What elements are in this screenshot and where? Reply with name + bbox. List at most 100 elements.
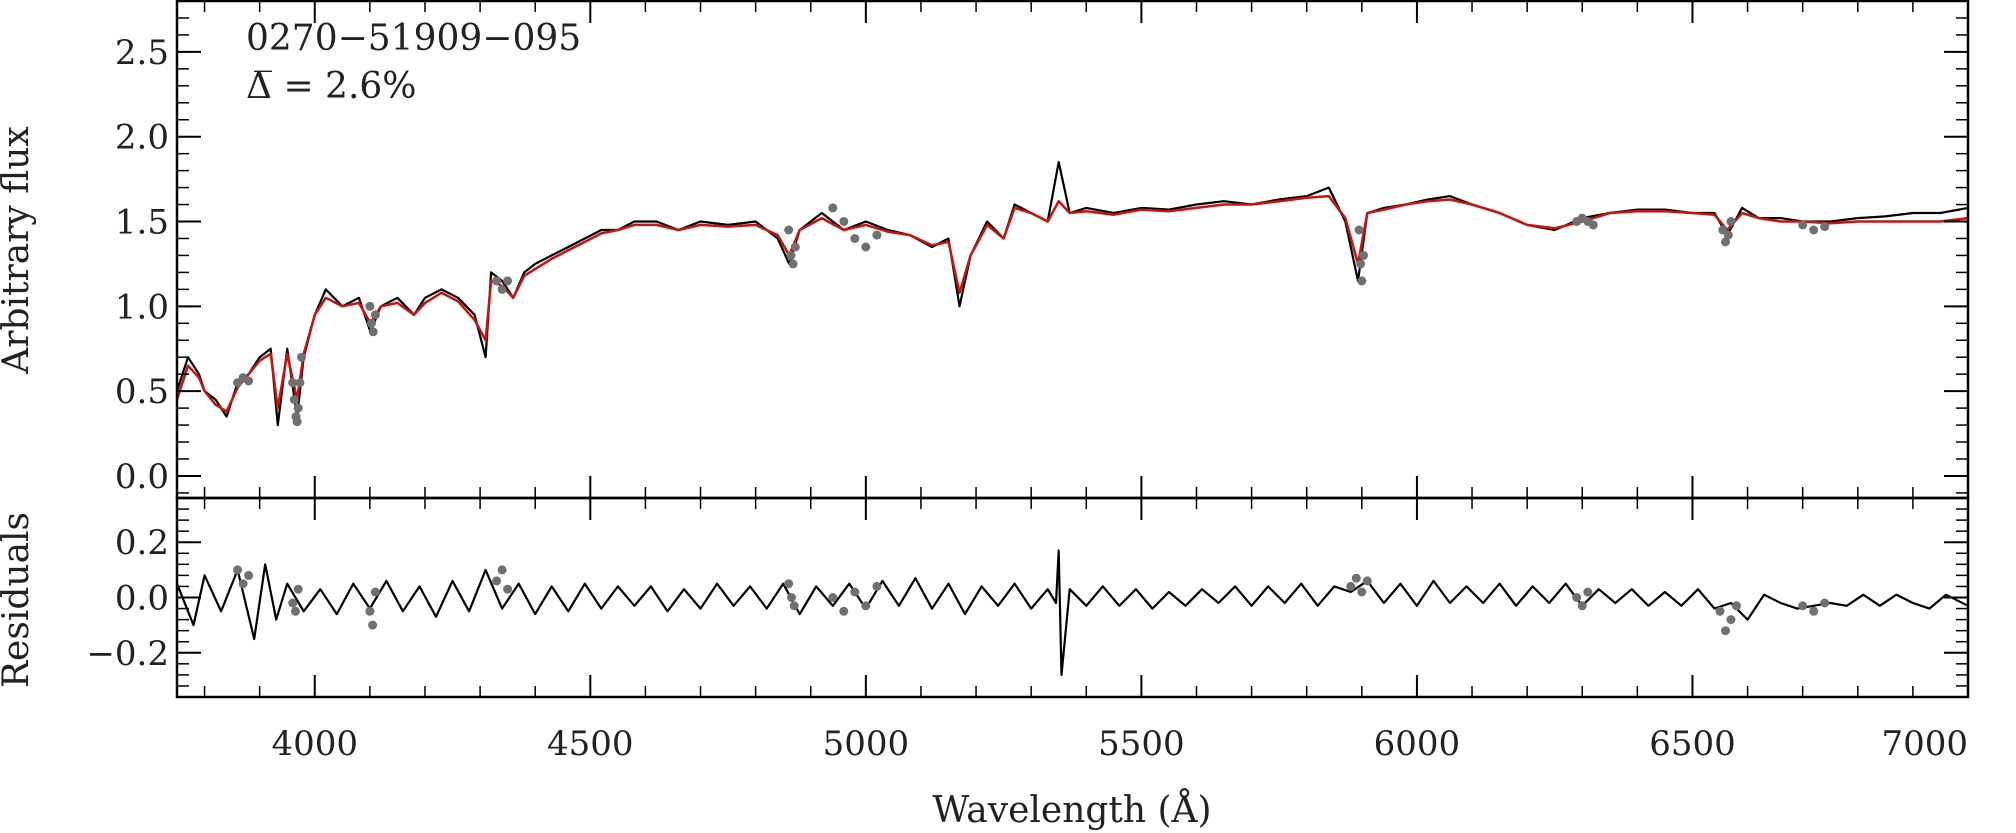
top-masked-point [839,217,849,226]
top-masked-point [295,378,305,388]
bottom-masked-point [370,587,380,597]
top-masked-point [244,376,254,386]
top-y-tick-label: 1.0 [115,287,169,327]
top-masked-point [289,395,299,405]
bottom-masked-point [1798,601,1808,611]
bottom-masked-point [244,570,254,580]
bottom-masked-point [492,576,502,586]
top-masked-point [288,378,298,388]
top-y-tick-label: 0.0 [115,457,169,497]
bottom-masked-point [1583,587,1593,597]
object-id-annotation: 0270−51909−095 [246,18,581,59]
bottom-masked-point [365,606,375,616]
bottom-masked-point [1362,576,1372,586]
top-masked-point [784,225,794,235]
top-masked-point [368,327,378,337]
top-panel: 0.0 0.5 1.0 1.5 2.0 2.5 0270−51909−095 Δ̅ = 2… [0,0,1970,500]
top-masked-point [861,242,871,252]
top-y-tick-label: 2.5 [115,33,169,73]
bottom-masked-point [861,601,871,611]
bottom-masked-point [839,606,849,616]
flux-axis-title: Arbitrary flux [0,126,37,374]
top-masked-point [850,234,860,243]
x-tick-label: 7000 [1881,724,1968,764]
top-masked-point [1820,222,1830,232]
bottom-masked-point [503,584,513,594]
top-masked-point [370,310,380,320]
top-panel-data [175,161,1969,427]
bottom-masked-point [1732,601,1741,611]
bottom-masked-point [850,587,860,597]
residuals-axis-title: Residuals [0,512,37,688]
top-masked-point [1354,225,1364,235]
top-masked-point [497,284,507,294]
top-masked-point [790,242,800,252]
x-tick-label: 5000 [823,724,910,764]
x-tick-label: 6500 [1649,724,1736,764]
top-masked-point [1809,225,1819,235]
top-masked-point [828,203,838,213]
bottom-masked-point [1357,587,1367,597]
top-masked-point [1357,276,1367,286]
bottom-masked-point [1809,606,1819,616]
bottom-panel: 0.2 0.0 −0.2 Residuals [0,496,1970,699]
top-masked-point [1726,217,1736,226]
top-masked-point [293,403,303,413]
bottom-masked-point [1572,593,1582,602]
wavelength-axis-title: Wavelength (Å) [932,789,1211,831]
bottom-y-tick-label: −0.2 [86,634,169,674]
x-tick-label: 5500 [1098,724,1185,764]
bottom-masked-point [1346,581,1356,591]
x-tick-label: 4500 [547,724,634,764]
bottom-masked-point [1721,626,1730,636]
top-panel-ticks: 0.0 0.5 1.0 1.5 2.0 2.5 [115,1,1969,498]
bottom-masked-point [828,593,838,602]
mean-delta-annotation: Δ̅ = 2.6% [246,66,417,107]
bottom-masked-point [1820,598,1830,608]
bottom-masked-point [368,620,378,630]
top-y-tick-label: 0.5 [115,372,169,412]
bottom-masked-point [1726,615,1736,625]
x-tick-labels: 4000 4500 5000 5500 6000 6500 7000 [272,724,1968,764]
bottom-masked-point [784,579,794,589]
top-y-tick-label: 1.5 [115,203,169,243]
top-masked-point [365,301,375,311]
bottom-masked-point [1715,606,1725,616]
top-masked-point [1588,220,1598,230]
top-masked-point [1359,250,1368,260]
top-masked-point [788,259,798,269]
top-masked-point [786,250,796,260]
bottom-masked-point [291,606,300,616]
bottom-masked-point [872,581,882,591]
bottom-masked-point [238,579,248,589]
top-masked-point [1798,220,1808,230]
bottom-masked-point [787,593,796,602]
bottom-masked-point [288,598,298,608]
top-masked-point [297,352,306,362]
bottom-masked-point [293,584,303,594]
top-masked-point [872,230,882,240]
x-tick-label: 4000 [272,724,359,764]
bottom-masked-point [789,601,799,611]
top-masked-point [367,318,376,328]
bottom-panel-ticks: 0.2 0.0 −0.2 [86,497,1969,698]
bottom-masked-point [1577,601,1587,611]
bottom-y-tick-label: 0.2 [115,523,169,563]
top-masked-point [1356,259,1366,269]
residuals-line [175,549,1969,676]
top-masked-point [1721,237,1730,247]
top-y-tick-label: 2.0 [115,118,169,158]
bottom-y-tick-label: 0.0 [115,579,169,619]
top-masked-point [503,276,513,286]
bottom-masked-point [233,565,243,575]
x-tick-label: 6000 [1374,724,1461,764]
model-fit-line [175,194,1969,413]
top-masked-point [492,276,502,286]
top-masked-point [292,417,302,427]
top-panel-frame [175,0,1970,500]
bottom-masked-point [497,565,507,575]
bottom-masked-point [1351,573,1361,583]
top-masked-point [1723,230,1733,240]
bottom-panel-data [175,549,1969,676]
